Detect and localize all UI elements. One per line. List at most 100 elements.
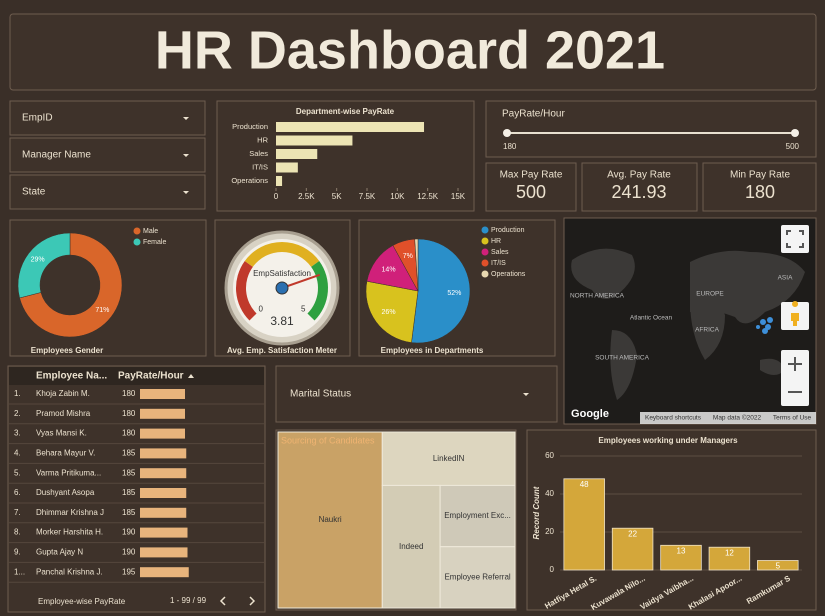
- pay-bar: [140, 547, 188, 558]
- legend-label: IT/IS: [491, 260, 506, 267]
- legend-swatch: [481, 270, 489, 278]
- y-tick-label: Sales: [249, 149, 268, 158]
- map-footer: [640, 412, 816, 424]
- slice: [414, 238, 419, 292]
- fullscreen-button[interactable]: [781, 225, 809, 253]
- map-label: SOUTH AMERICA: [595, 355, 649, 362]
- treemap-label: Employment Exc...: [444, 511, 511, 520]
- filter-label: State: [22, 187, 46, 198]
- row-number: 7.: [14, 508, 21, 517]
- bar-value-label: 5: [776, 562, 781, 571]
- chart-title: Employees Gender: [31, 346, 103, 355]
- pay-bar: [140, 507, 187, 518]
- dept-panel: [216, 100, 475, 212]
- employee-name: Dushyant Asopa: [36, 488, 95, 497]
- land: [571, 248, 805, 400]
- row-number: 8.: [14, 528, 21, 537]
- gauge-value: 3.81: [270, 314, 294, 328]
- filter-manager[interactable]: [9, 137, 206, 173]
- bar-value-label: 13: [677, 546, 686, 555]
- fullscreen-icon: [786, 230, 804, 248]
- filter-empid[interactable]: [9, 100, 206, 136]
- bar: [708, 546, 751, 571]
- x-tick-label: 10K: [390, 192, 405, 201]
- gauge-hub: [275, 281, 289, 295]
- slider-label: PayRate/Hour: [502, 109, 565, 120]
- gauge-tick-label: 5: [301, 304, 306, 313]
- pay-bar: [140, 408, 185, 419]
- employee-name: Varma Pritikuma...: [36, 468, 101, 477]
- filter-label: Manager Name: [22, 150, 91, 161]
- bar: [757, 560, 799, 571]
- y-tick-label: 20: [545, 527, 554, 536]
- table-header-bg: [9, 367, 264, 385]
- chart-title: Sourcing of Candidates: [281, 435, 375, 445]
- map-label: Google: [571, 408, 609, 420]
- pay-rate: 195: [122, 567, 136, 576]
- slice: [365, 280, 419, 343]
- pay-rate: 185: [122, 449, 136, 458]
- zoom-icons: [788, 357, 802, 393]
- pager-arrows[interactable]: [219, 596, 256, 606]
- legend-swatch: [481, 248, 489, 256]
- title-panel: [9, 13, 817, 91]
- legend-swatch: [481, 237, 489, 245]
- column-header: PayRate/Hour: [118, 371, 184, 382]
- x-tick-label: 0: [274, 192, 279, 201]
- slice-label: 14%: [382, 266, 396, 273]
- x-tick-label: 5K: [332, 192, 342, 201]
- filter-label: Marital Status: [290, 389, 351, 400]
- employee-name: Behara Mayur V.: [36, 449, 95, 458]
- gauge-band: [244, 242, 320, 267]
- y-tick-label: IT/IS: [252, 162, 268, 171]
- chart-title: Employees in Departments: [381, 346, 484, 355]
- row-number: 2.: [14, 409, 21, 418]
- map-label: Atlantic Ocean: [630, 315, 673, 322]
- treemap-label: Employee Referral: [444, 572, 510, 581]
- bar-value-label: 12: [725, 548, 734, 557]
- pay-rate: 180: [122, 389, 136, 398]
- pay-rate: 190: [122, 528, 136, 537]
- pegman: [791, 301, 799, 326]
- legend-label: Production: [491, 227, 525, 234]
- kpi-value: 500: [516, 182, 546, 202]
- pagination: 1 - 99 / 99: [170, 596, 207, 605]
- row-number: 6.: [14, 488, 21, 497]
- slice-label: 26%: [382, 309, 396, 316]
- treemap-label: LinkedIN: [433, 454, 465, 463]
- filter-state[interactable]: [9, 174, 206, 210]
- slider-handle-min[interactable]: [503, 129, 511, 137]
- legend-label: Operations: [491, 271, 526, 278]
- kpi-value: 241.93: [611, 182, 666, 202]
- treemap-cell: [277, 431, 383, 609]
- x-tick-label: 7.5K: [359, 192, 376, 201]
- filter-marital[interactable]: [275, 365, 558, 423]
- column-header: Employee Na...: [36, 371, 107, 382]
- gauge-needle: [281, 273, 321, 289]
- pay-rate: 185: [122, 468, 136, 477]
- bar: [611, 527, 654, 571]
- slice-label: 71%: [95, 307, 109, 314]
- slider-handle-max[interactable]: [791, 129, 799, 137]
- chart-title: Employees working under Managers: [598, 436, 738, 445]
- map-label: Map data ©2022: [713, 414, 762, 422]
- kpi-value: 180: [745, 182, 775, 202]
- pay-rate: 185: [122, 488, 136, 497]
- slider-panel[interactable]: [485, 100, 817, 158]
- bar: [660, 544, 702, 571]
- bar-value-label: 22: [628, 529, 637, 538]
- slice-label: 29%: [31, 257, 45, 264]
- employee-name: Dhimmar Krishna J: [36, 508, 104, 517]
- kpi-label: Min Pay Rate: [730, 170, 790, 181]
- pay-bar: [140, 448, 187, 459]
- table-caption: Employee-wise PayRate: [38, 597, 126, 606]
- kpi-label: Avg. Pay Rate: [607, 170, 671, 181]
- y-tick-label: 0: [550, 565, 555, 574]
- pay-bar: [140, 428, 185, 439]
- gauge-label: EmpSatisfaction: [253, 269, 311, 278]
- employee-name: Pramod Mishra: [36, 409, 91, 418]
- y-tick-label: 60: [545, 451, 554, 460]
- row-number: 1.: [14, 389, 21, 398]
- slider-min: 180: [503, 142, 517, 151]
- slice: [411, 238, 471, 344]
